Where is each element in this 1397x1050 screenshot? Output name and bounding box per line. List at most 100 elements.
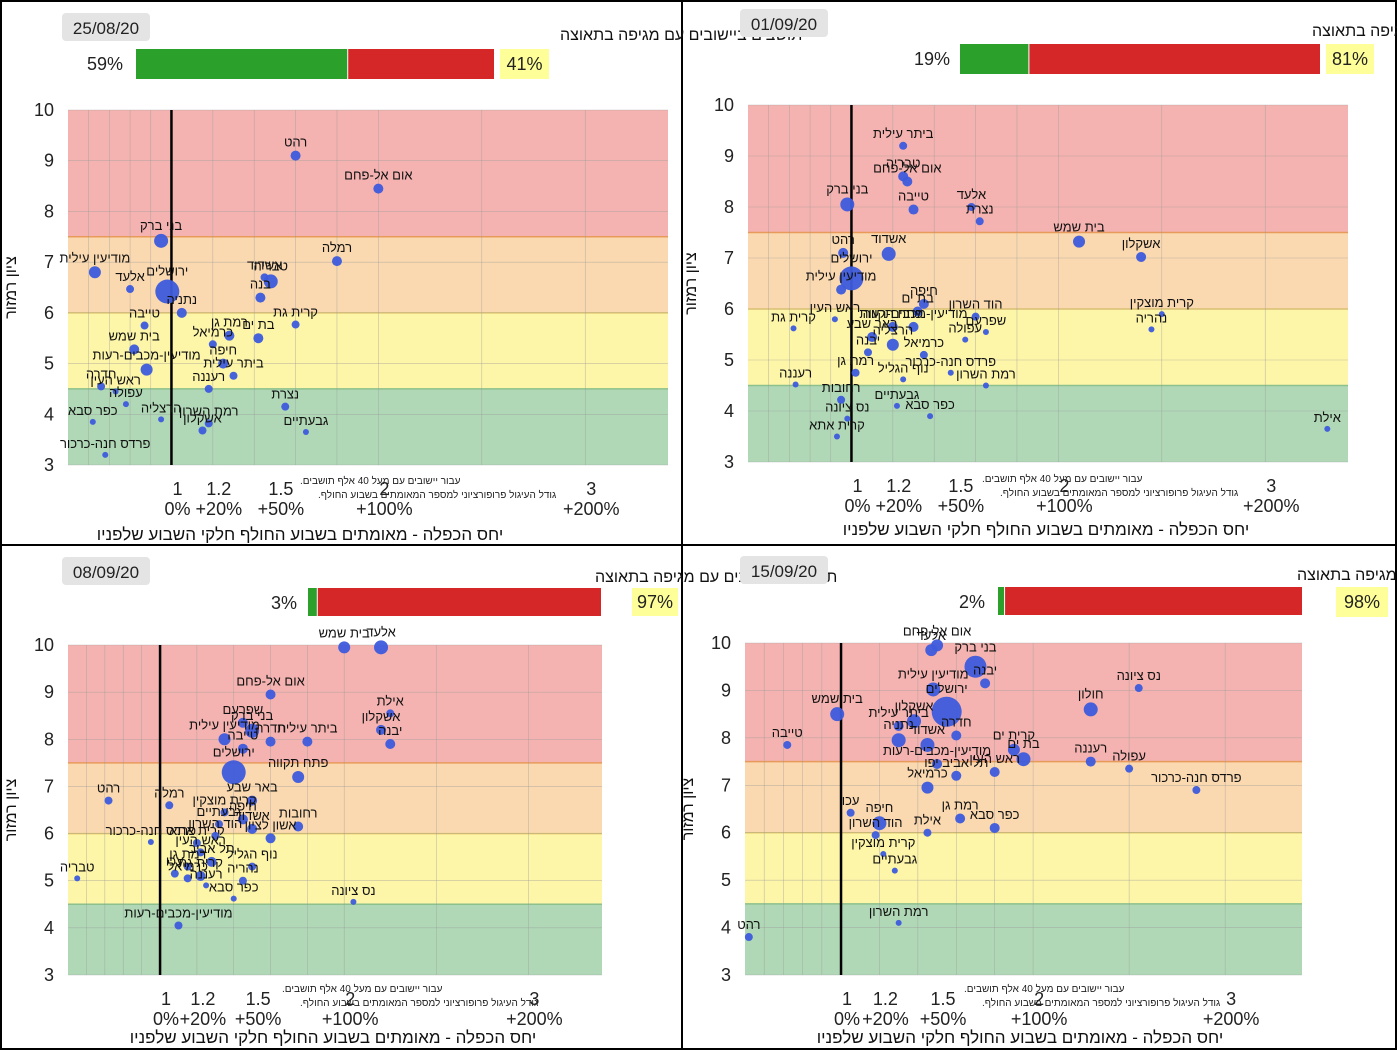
data-point (744, 933, 753, 942)
green-share-bar (136, 49, 348, 79)
green-share-label: 3% (271, 593, 297, 613)
green-share-label: 2% (959, 592, 985, 612)
data-point (140, 321, 149, 330)
x-tick-label: 2 (379, 479, 389, 499)
y-tick-label: 7 (44, 252, 54, 272)
x-axis-label: יחס הכפלה - מאומתים בשבוע החולף חלקי השב… (817, 1028, 1224, 1047)
data-point-label: פרדס חנה-כרכור (905, 354, 996, 369)
data-point (237, 814, 248, 825)
data-point-label: אשדוד (871, 231, 906, 246)
data-point (204, 384, 213, 393)
data-point (839, 266, 864, 291)
data-point (89, 418, 96, 425)
data-point-label: רמת השרון (179, 403, 239, 418)
data-point-label: אילת (377, 693, 404, 708)
note-line-2: גודל העיגול פרופורציוני למספר המאומתים ב… (300, 997, 538, 1009)
data-point (97, 382, 106, 391)
data-point-label: רמת גן (942, 797, 979, 812)
data-point (140, 363, 153, 376)
data-point-label: פרדס חנה-כרכור (60, 436, 151, 451)
data-point (891, 733, 906, 748)
y-tick-label: 4 (44, 918, 54, 938)
data-point-label: רעננה (1074, 741, 1107, 756)
data-point (302, 429, 309, 436)
y-tick-label: 9 (44, 682, 54, 702)
data-point (918, 298, 929, 309)
data-point-label: נתניה (883, 717, 913, 732)
data-point-label: ראש העין (90, 372, 141, 387)
red-share-label: 97% (637, 592, 673, 612)
data-point (982, 382, 989, 389)
data-point-label: אום אל-פחם (236, 674, 304, 689)
data-point-label: ביתר עילית (873, 126, 934, 141)
data-point-label: נוף הגליל (227, 847, 278, 862)
data-point (247, 823, 258, 834)
data-point-label: בני ברק (140, 218, 182, 233)
y-tick-label: 5 (724, 350, 734, 370)
data-point (783, 740, 792, 749)
x-tick-pct-label: +20% (196, 499, 243, 519)
data-point-label: עכו (842, 793, 860, 808)
data-point (920, 737, 935, 752)
data-point (792, 381, 799, 388)
green-share-label: 19% (914, 49, 950, 69)
data-point (1134, 684, 1143, 693)
chart-title: תושבים ביישובים עם מגיפה בתאוצה (1312, 23, 1397, 40)
data-point (102, 451, 109, 458)
data-point-label: כרמיאל (167, 858, 208, 873)
data-point-label: כפר סבא (970, 807, 1020, 822)
data-point (900, 376, 907, 383)
green-share-label: 59% (87, 54, 123, 74)
x-tick-pct-label: +200% (506, 1009, 563, 1029)
x-tick-label: 1 (842, 989, 852, 1009)
x-tick-label: 1 (852, 476, 862, 496)
red-share-label: 81% (1332, 49, 1368, 69)
data-point (886, 338, 899, 351)
data-point (263, 274, 278, 289)
zone-red (68, 645, 602, 763)
data-point (927, 413, 934, 420)
data-point (218, 733, 231, 746)
data-point (265, 689, 276, 700)
data-point-label: ביתר עילית (203, 356, 264, 371)
y-tick-label: 3 (44, 965, 54, 985)
x-tick-label: 2 (1034, 989, 1044, 1009)
data-point (951, 730, 962, 741)
data-point-label: חדרה (255, 721, 286, 736)
data-point (129, 344, 140, 355)
x-tick-label: 3 (1266, 476, 1276, 496)
data-point (833, 433, 840, 440)
data-point-label: ירושלים (146, 264, 188, 279)
x-tick-pct-label: +100% (1036, 496, 1093, 516)
data-point-label: טייבה (227, 728, 258, 743)
data-point (104, 796, 113, 805)
data-point (290, 150, 301, 161)
data-point-label: בית שמש (812, 691, 863, 706)
data-point (237, 743, 248, 754)
y-tick-label: 8 (724, 197, 734, 217)
red-share-highlight (1326, 44, 1374, 74)
data-point-label: תל אביב (189, 841, 235, 856)
data-point (338, 641, 351, 654)
data-point-label: טייבה (772, 725, 803, 740)
chart-panel-08-09-20: 08/09/20 תושבים ביישובים עם מגיפה בתאוצה3… (3, 557, 837, 1047)
data-point-label: עפולה (1112, 749, 1146, 764)
x-tick-pct-label: 0% (153, 1009, 179, 1029)
x-tick-pct-label: +20% (876, 496, 923, 516)
data-point-label: רמת השרון (956, 367, 1016, 382)
data-point-label: רחובות (279, 806, 318, 821)
data-point-label: אום אל-פחם (903, 623, 971, 638)
zone-green (745, 903, 1302, 975)
data-point-label: ירושלים (926, 681, 968, 696)
data-point-label: חיפה (910, 283, 938, 298)
data-point (220, 808, 229, 817)
data-point-label: מודיעין עילית (806, 269, 877, 284)
zone-red (748, 105, 1348, 233)
data-point (1085, 756, 1096, 767)
data-point (1192, 786, 1201, 795)
data-point (831, 316, 838, 323)
data-point-label: עפולה (109, 385, 143, 400)
y-tick-label: 6 (721, 823, 731, 843)
data-point (265, 736, 276, 747)
data-point-label: מודיעין-מכבים-רעות (93, 348, 201, 363)
